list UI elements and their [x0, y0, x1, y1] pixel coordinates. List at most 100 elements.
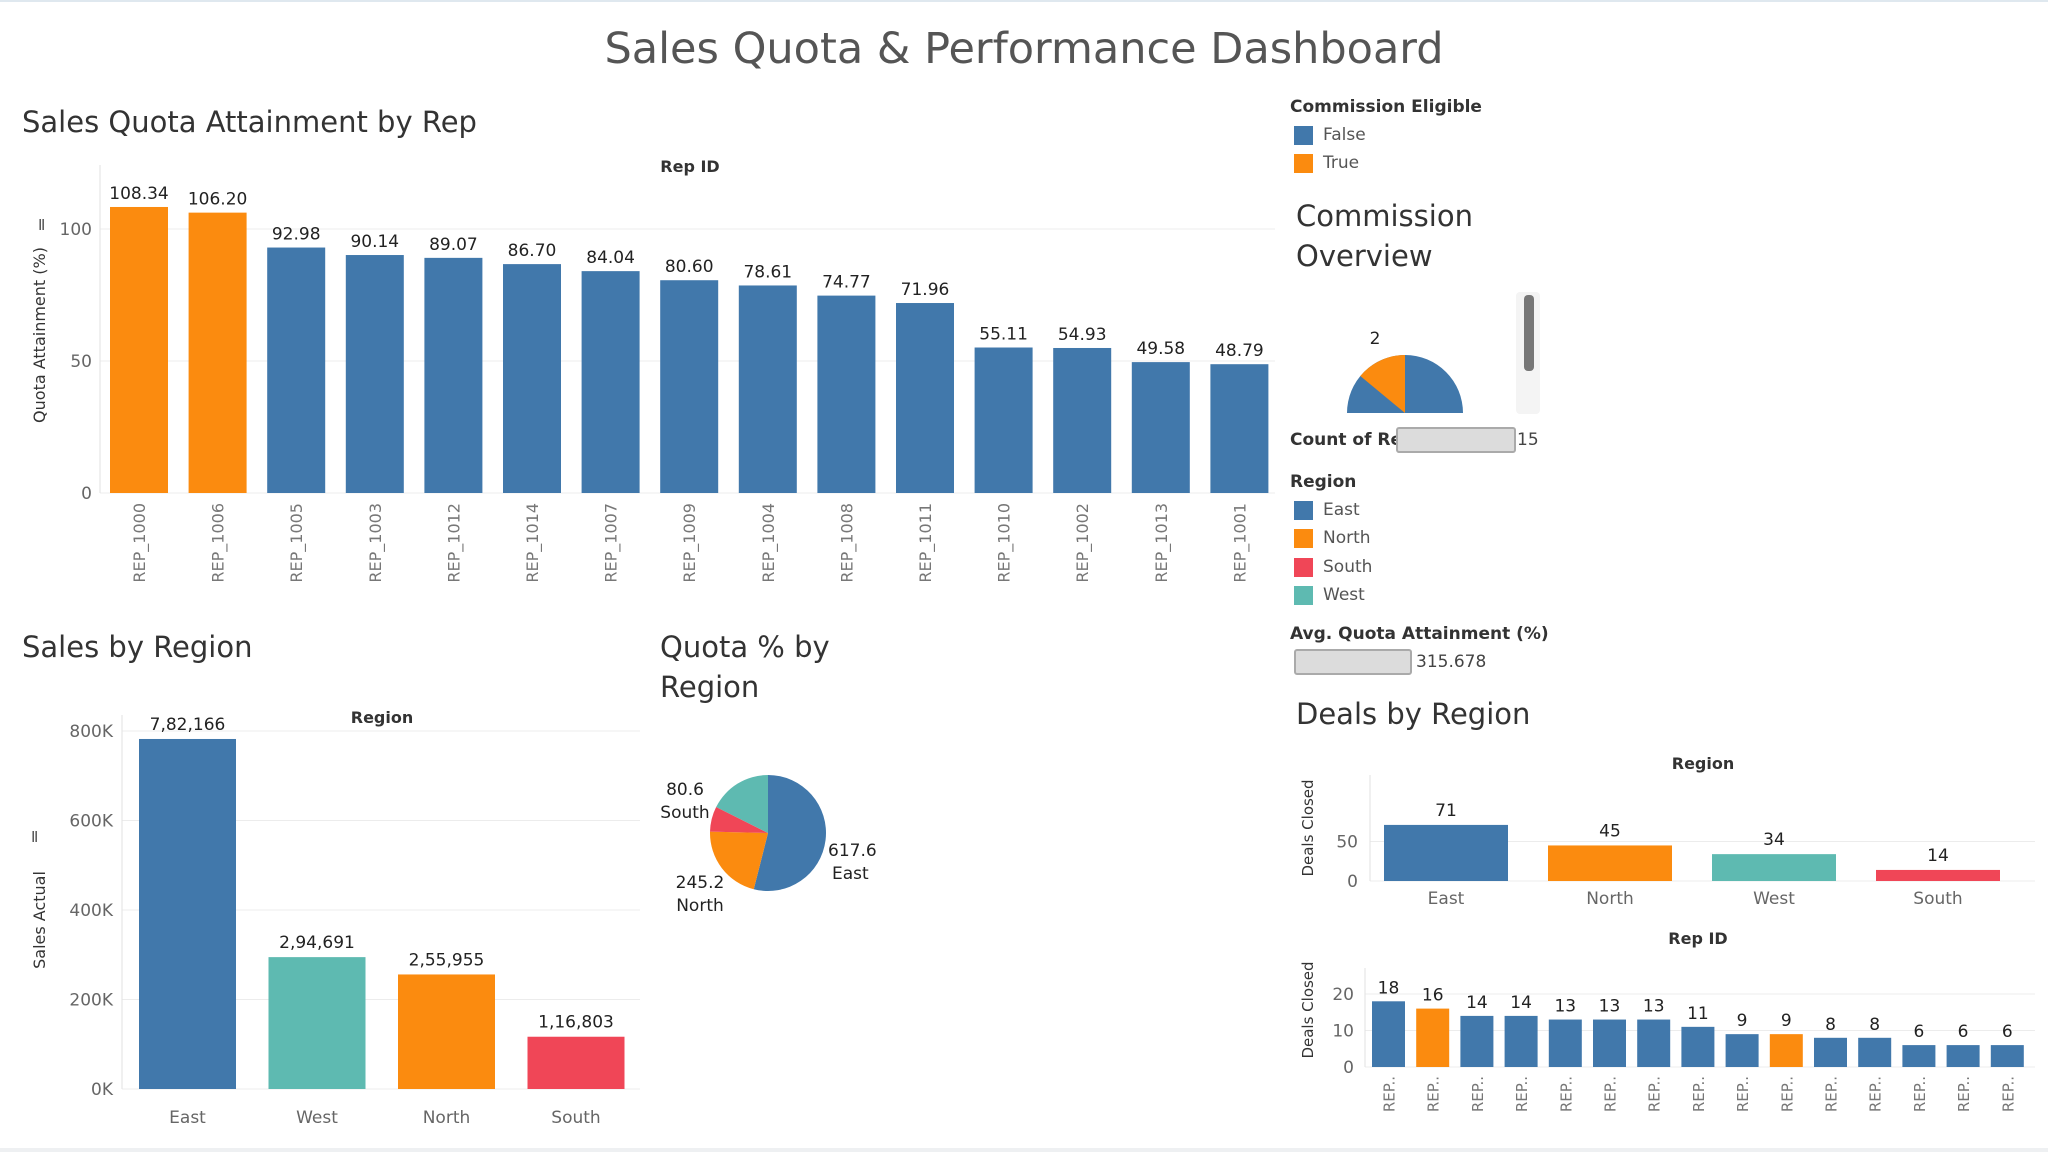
- bar[interactable]: [1769, 1034, 1803, 1067]
- avg-filter-value: 315.678: [1416, 652, 1487, 672]
- y-axis-title: Deals Closed: [1299, 779, 1317, 876]
- bar[interactable]: [110, 206, 168, 493]
- scrollbar-track[interactable]: [1516, 292, 1540, 414]
- y-tick-label: 0K: [91, 1080, 114, 1100]
- commission-chart[interactable]: 2: [1290, 318, 1530, 418]
- bar[interactable]: [817, 295, 876, 493]
- bar[interactable]: [896, 303, 954, 493]
- pie-slice[interactable]: [710, 831, 768, 890]
- y-tick-label: 20: [1332, 985, 1354, 1005]
- bar[interactable]: [660, 280, 719, 493]
- bar[interactable]: [1053, 347, 1112, 493]
- count-filter-value: 15: [1517, 430, 1539, 450]
- bar[interactable]: [1416, 1008, 1450, 1067]
- legend-swatch: [1294, 153, 1313, 173]
- bar[interactable]: [1902, 1045, 1936, 1067]
- bar[interactable]: [1681, 1026, 1715, 1067]
- sales-region-chart-title: Sales by Region: [22, 630, 253, 664]
- bar[interactable]: [1131, 362, 1190, 493]
- legend-label: North: [1323, 528, 1371, 548]
- bar[interactable]: [1637, 1019, 1671, 1067]
- bar[interactable]: [1712, 854, 1836, 881]
- legend-item-south[interactable]: South: [1294, 557, 1372, 577]
- quota-region-chart[interactable]: 617.6 East 245.2 North 80.6 South: [650, 740, 940, 940]
- bar[interactable]: [1814, 1037, 1847, 1067]
- pie-slice[interactable]: [753, 775, 826, 891]
- bar[interactable]: [398, 974, 495, 1089]
- pie-slice[interactable]: [710, 806, 768, 833]
- bar[interactable]: [1593, 1019, 1626, 1067]
- data-label: 2,94,691: [279, 933, 355, 953]
- x-tick-label: REP..: [1513, 1076, 1531, 1112]
- top-border: [0, 0, 2048, 2]
- x-tick-label: REP_1007: [602, 503, 622, 583]
- data-label: 71.96: [901, 280, 950, 300]
- attainment-chart[interactable]: 0 50 100 Rep ID Quota Attainment (%) Ⅱ 108.34 R…: [0, 145, 1280, 600]
- bar[interactable]: [1548, 845, 1672, 881]
- bar[interactable]: [1876, 869, 2000, 881]
- bar[interactable]: [1858, 1037, 1892, 1067]
- bar[interactable]: [267, 247, 326, 493]
- bar[interactable]: [503, 264, 561, 493]
- y-tick-label: 100: [60, 220, 92, 240]
- pie-mask[interactable]: [1290, 413, 1530, 418]
- legend-item-true[interactable]: True: [1294, 153, 1359, 173]
- count-range-slider[interactable]: [1396, 427, 1516, 453]
- data-label: 2,55,955: [409, 950, 485, 970]
- x-tick-label: REP..: [1867, 1076, 1885, 1112]
- x-tick-label: REP..: [1955, 1076, 1973, 1112]
- bar[interactable]: [1372, 1001, 1405, 1067]
- bar[interactable]: [1548, 1019, 1582, 1067]
- x-tick-label: REP..: [1425, 1076, 1443, 1112]
- chart-header: Rep ID: [660, 157, 719, 176]
- y-tick-label: 400K: [69, 901, 113, 921]
- scrollbar-thumb[interactable]: [1524, 295, 1534, 371]
- bar[interactable]: [1946, 1045, 1980, 1067]
- deals-region-chart[interactable]: 0 50 Region Deals Closed 71 East 45 North 34 West…: [1290, 745, 2040, 915]
- data-label: 89.07: [429, 235, 478, 255]
- bar[interactable]: [139, 738, 236, 1089]
- bar[interactable]: [1990, 1045, 2024, 1067]
- chart-header: Rep ID: [1668, 929, 1727, 948]
- bar[interactable]: [527, 1036, 625, 1089]
- x-tick-label: South: [551, 1108, 600, 1128]
- x-tick-label: East: [1428, 889, 1465, 909]
- pie-slice[interactable]: [716, 775, 768, 833]
- bar[interactable]: [1384, 824, 1508, 881]
- legend-item-false[interactable]: False: [1294, 125, 1366, 145]
- y-tick-label: 200K: [69, 991, 113, 1011]
- legend-item-north[interactable]: North: [1294, 528, 1371, 548]
- avg-range-slider[interactable]: [1294, 649, 1412, 675]
- data-label: 54.93: [1058, 325, 1107, 345]
- bar[interactable]: [738, 285, 797, 493]
- data-label: 92.98: [272, 225, 321, 245]
- bar[interactable]: [1460, 1015, 1494, 1067]
- y-tick-label: 10: [1332, 1022, 1354, 1042]
- deals-rep-chart[interactable]: 0 10 20 Rep ID Deals Closed 18 REP.. 16 REP.. 14 R…: [1290, 920, 2040, 1130]
- avg-filter-label: Avg. Quota Attainment (%): [1290, 624, 1549, 644]
- pie-value-label: 80.6: [666, 780, 704, 800]
- x-tick-label: REP_1012: [444, 503, 464, 583]
- bar[interactable]: [1210, 364, 1269, 493]
- sales-region-chart[interactable]: 0K 200K 400K 600K 800K Region Sales Actual Ⅱ 7,8…: [0, 675, 650, 1135]
- data-label: 90.14: [350, 232, 399, 252]
- quota-region-chart-title: Quota % by Region: [660, 630, 830, 704]
- data-label: 2: [1370, 329, 1381, 349]
- bar[interactable]: [345, 255, 404, 493]
- y-axis-title: Quota Attainment (%): [30, 247, 49, 423]
- pie-slice[interactable]: [1360, 355, 1405, 413]
- pie-category-label: South: [660, 803, 709, 823]
- legend-item-east[interactable]: East: [1294, 500, 1360, 520]
- x-tick-label: REP..: [1911, 1076, 1929, 1112]
- bar[interactable]: [974, 347, 1033, 493]
- x-tick-label: REP_1003: [366, 503, 386, 583]
- bar[interactable]: [581, 271, 640, 493]
- bar[interactable]: [1725, 1034, 1759, 1067]
- bar[interactable]: [188, 212, 247, 493]
- x-tick-label: REP..: [1469, 1076, 1487, 1112]
- bar[interactable]: [268, 957, 366, 1089]
- bar[interactable]: [424, 257, 483, 493]
- legend-item-west[interactable]: West: [1294, 585, 1365, 605]
- legend-swatch: [1294, 125, 1313, 145]
- bar[interactable]: [1504, 1015, 1538, 1067]
